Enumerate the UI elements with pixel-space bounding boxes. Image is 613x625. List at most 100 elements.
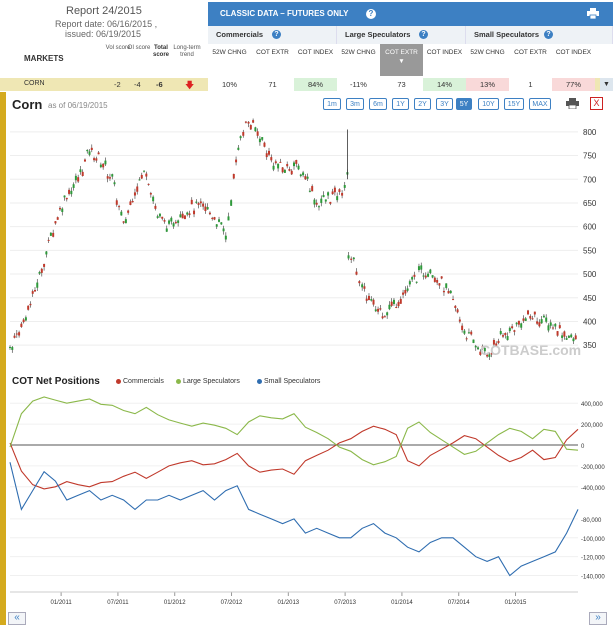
help-icon[interactable]: ? xyxy=(272,30,281,39)
y-tick-label: 700 xyxy=(583,175,597,184)
print-icon[interactable] xyxy=(566,98,579,109)
candle-body xyxy=(138,179,141,181)
candle-body xyxy=(492,339,495,345)
markets-label: MARKETS xyxy=(24,54,64,63)
candle-body xyxy=(61,208,64,212)
candle-body xyxy=(215,224,218,227)
nav-right-button[interactable]: » xyxy=(589,612,607,625)
y-tick-label: 650 xyxy=(583,199,597,208)
candle-body xyxy=(474,345,477,348)
candle-body xyxy=(431,275,434,278)
candle-body xyxy=(454,305,457,308)
candle-body xyxy=(208,212,211,215)
print-icon[interactable] xyxy=(587,8,599,19)
candle-body xyxy=(206,207,209,210)
help-icon[interactable]: ? xyxy=(366,9,376,19)
sub-header[interactable]: COT INDEX xyxy=(297,49,334,56)
candle-body xyxy=(461,325,464,331)
scroll-down-button[interactable]: ▼ xyxy=(600,78,613,91)
sub-header[interactable]: 52W CHNG xyxy=(212,49,247,56)
candle-body xyxy=(193,210,196,215)
candle-body xyxy=(272,165,275,170)
candle-body xyxy=(261,137,264,140)
zoom-button[interactable]: 3Y xyxy=(436,98,453,110)
candle-body xyxy=(190,199,193,205)
candle-body xyxy=(570,334,573,338)
sub-header[interactable]: COT INDEX xyxy=(555,49,592,56)
y-tick-label: 600 xyxy=(583,223,597,232)
zoom-button[interactable]: 2Y xyxy=(414,98,431,110)
candle-body xyxy=(415,281,418,283)
sub-header[interactable]: COT EXTR xyxy=(256,49,289,56)
legend-item[interactable]: Small Speculators xyxy=(257,378,320,385)
candle-body xyxy=(554,323,557,327)
zoom-button[interactable]: 5Y xyxy=(456,98,472,110)
candle-body xyxy=(456,309,459,313)
value-cell: 14% xyxy=(423,78,466,91)
candle-body xyxy=(161,216,164,219)
candle-body xyxy=(381,316,384,319)
help-icon[interactable]: ? xyxy=(544,30,553,39)
x-tick-label: 01/2014 xyxy=(391,600,413,606)
candle-body xyxy=(338,189,341,192)
zoom-button[interactable]: 1Y xyxy=(392,98,409,110)
candle-body xyxy=(118,206,121,208)
legend-label: Commercials xyxy=(123,378,164,385)
value-cell: 13% xyxy=(466,78,509,91)
candle-body xyxy=(531,318,534,320)
candle-body xyxy=(268,150,271,155)
candle-body xyxy=(538,322,541,327)
candle-body xyxy=(383,316,386,318)
candle-body xyxy=(558,325,561,329)
candle-body xyxy=(52,232,55,237)
candle-body xyxy=(147,183,150,185)
legend-dot xyxy=(116,378,121,384)
candle-body xyxy=(49,232,52,236)
candle-body xyxy=(408,281,411,285)
zoom-button[interactable]: MAX xyxy=(529,98,551,110)
legend-item[interactable]: Commercials xyxy=(116,378,164,385)
sub-header[interactable]: 52W CHNG xyxy=(341,49,376,56)
sub-header[interactable]: 52W CHNG xyxy=(470,49,505,56)
candle-body xyxy=(406,288,409,291)
candle-body xyxy=(58,207,61,210)
legend-item[interactable]: Large Speculators xyxy=(176,378,240,385)
sub-header-selected[interactable]: COT EXTR ▼ xyxy=(380,44,423,76)
sub-header[interactable]: COT INDEX xyxy=(426,49,463,56)
candle-body xyxy=(447,290,450,294)
market-row-corn[interactable]: CORN -2 -4 -6 🡇 10% 71 84% -11% 73 14% 1… xyxy=(0,78,613,91)
candle-body xyxy=(237,147,240,150)
candle-body xyxy=(199,201,202,204)
zoom-button[interactable]: 3m xyxy=(346,98,364,110)
y-tick-label: 400 xyxy=(583,317,597,326)
candle-body xyxy=(218,219,221,222)
candle-body xyxy=(258,138,261,143)
candle-body xyxy=(90,147,93,150)
nav-left-button[interactable]: « xyxy=(8,612,26,625)
help-icon[interactable]: ? xyxy=(419,30,428,39)
sub-header[interactable]: COT EXTR xyxy=(514,49,547,56)
candle-body xyxy=(43,264,46,267)
candle-body xyxy=(488,354,491,357)
candle-body xyxy=(158,213,161,217)
market-name[interactable]: CORN xyxy=(24,80,45,87)
candle-body xyxy=(113,182,116,185)
close-chart-button[interactable]: X xyxy=(590,97,603,110)
zoom-button[interactable]: 6m xyxy=(369,98,387,110)
candle-body xyxy=(404,289,407,294)
zoom-button[interactable]: 10Y xyxy=(478,98,499,110)
zoom-button[interactable]: 15Y xyxy=(504,98,524,110)
zoom-button[interactable]: 1m xyxy=(323,98,341,110)
candle-body xyxy=(252,120,255,123)
candle-body xyxy=(256,131,259,136)
y-tick-label: 800 xyxy=(583,128,597,137)
value-cell: 73 xyxy=(380,78,423,91)
y-tick-label: 500 xyxy=(583,270,597,279)
candle-body xyxy=(27,305,30,310)
legend-label: Small Speculators xyxy=(264,378,321,385)
candle-body xyxy=(361,284,364,288)
candle-body xyxy=(265,153,268,158)
candle-body xyxy=(204,206,207,211)
candle-body xyxy=(40,268,43,273)
candle-body xyxy=(170,217,173,222)
